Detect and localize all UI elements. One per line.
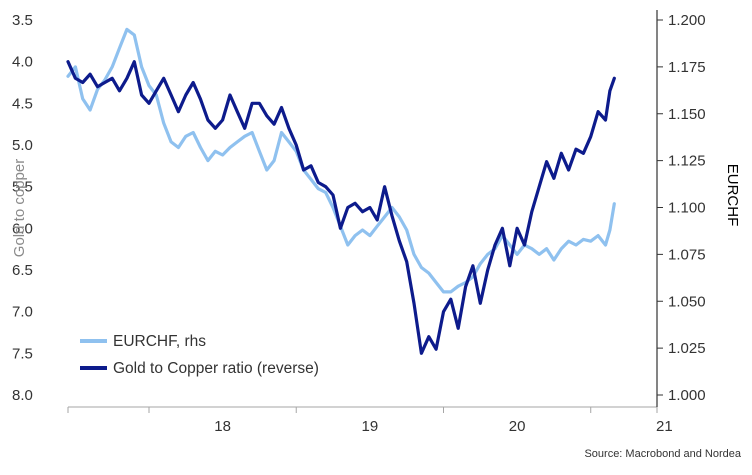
right-tick-label: 1.050 [668,293,706,310]
legend: EURCHF, rhs Gold to Copper ratio (revers… [80,333,319,377]
source-note: Source: Macrobond and Nordea [584,448,741,460]
right-tick-label: 1.075 [668,246,706,263]
left-tick-label: 4.5 [12,95,33,112]
legend-label-eurchf: EURCHF, rhs [113,333,206,350]
x-tick-label: 18 [214,418,231,435]
left-tick-label: 5.5 [12,179,33,196]
left-tick-label: 7.5 [12,345,33,362]
left-axis-title: Gold to copper [11,159,28,257]
left-tick-label: 7.0 [12,304,33,321]
series-line-eurchf [66,27,616,294]
left-tick-label: 3.5 [12,12,33,29]
left-tick-label: 4.0 [12,54,33,71]
series-layer [66,27,616,355]
right-tick-label: 1.175 [668,59,706,76]
left-axis-ticks: 3.5 4.0 4.5 5.0 5.5 6.0 6.5 7.0 7.5 8.0 [12,12,33,404]
right-tick-label: 1.025 [668,340,706,357]
right-axis-ticks: 1.200 1.175 1.150 1.125 1.100 1.075 1.050 1.025… [657,12,706,404]
left-tick-label: 6.5 [12,262,33,279]
legend-label-gold-copper: Gold to Copper ratio (reverse) [113,360,319,377]
x-tick-label: 21 [656,418,673,435]
left-tick-label: 6.0 [12,220,33,237]
right-tick-label: 1.150 [668,106,706,123]
right-tick-label: 1.100 [668,200,706,217]
series-line-gold-copper [66,60,616,355]
right-tick-label: 1.200 [668,12,706,29]
x-axis-ticks: 18 19 20 21 [67,407,673,435]
x-tick-label: 20 [509,418,526,435]
left-tick-label: 5.0 [12,137,33,154]
right-tick-label: 1.125 [668,153,706,170]
right-tick-label: 1.000 [668,387,706,404]
left-tick-label: 8.0 [12,387,33,404]
right-axis-title: EURCHF [724,164,741,227]
x-tick-label: 19 [362,418,379,435]
